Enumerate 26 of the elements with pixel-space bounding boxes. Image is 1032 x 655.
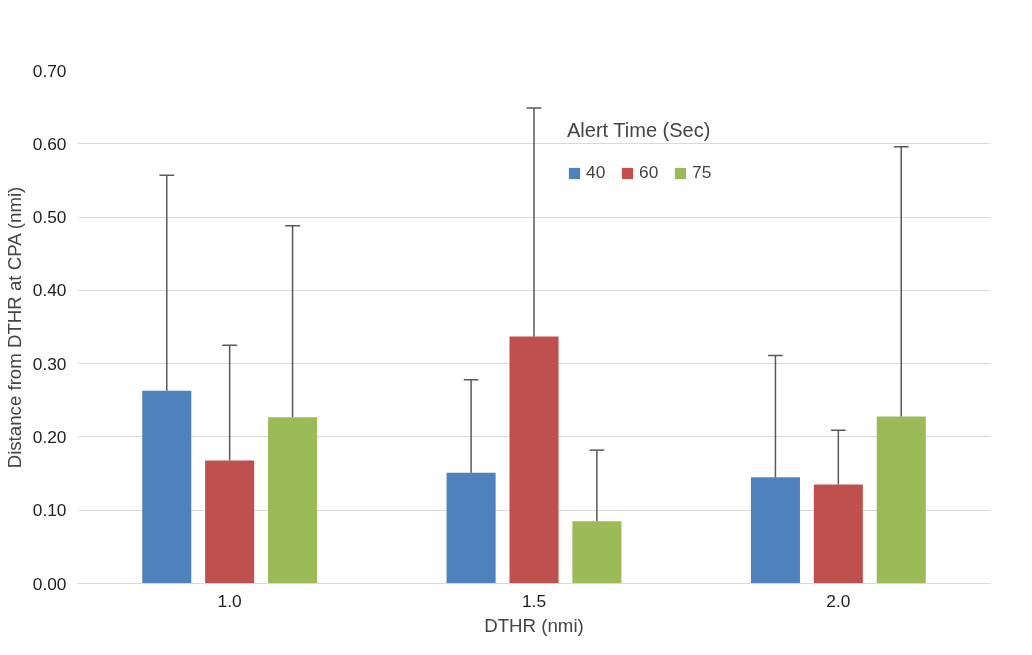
bar — [813, 484, 863, 584]
bar — [446, 472, 496, 584]
y-tick-label: 0.20 — [32, 426, 67, 447]
x-tick-label: 1.0 — [217, 590, 242, 611]
x-tick-label: 1.5 — [521, 590, 547, 611]
y-tick-label: 0.30 — [32, 353, 67, 374]
bar — [572, 521, 622, 584]
x-axis-title: DTHR (nmi) — [484, 614, 584, 636]
y-tick-label: 0.60 — [32, 133, 67, 154]
bar — [750, 477, 800, 584]
bar — [142, 390, 192, 584]
y-tick-label: 0.00 — [32, 573, 67, 594]
legend-title: Alert Time (Sec) — [567, 119, 712, 142]
x-tick-label: 2.0 — [826, 590, 851, 611]
bar — [268, 417, 318, 584]
y-tick-label: 0.10 — [32, 500, 67, 521]
bar — [509, 336, 559, 584]
bar — [205, 460, 255, 584]
y-tick-label: 0.70 — [32, 60, 67, 81]
y-axis-title: Distance from DTHR at CPA (nmi) — [3, 186, 25, 469]
legend-label: 75 — [692, 162, 712, 183]
y-tick-label: 0.50 — [32, 207, 67, 228]
bar — [876, 416, 926, 584]
legend-label: 60 — [639, 162, 659, 183]
y-tick-label: 0.40 — [32, 280, 67, 301]
legend-label: 40 — [586, 162, 606, 183]
